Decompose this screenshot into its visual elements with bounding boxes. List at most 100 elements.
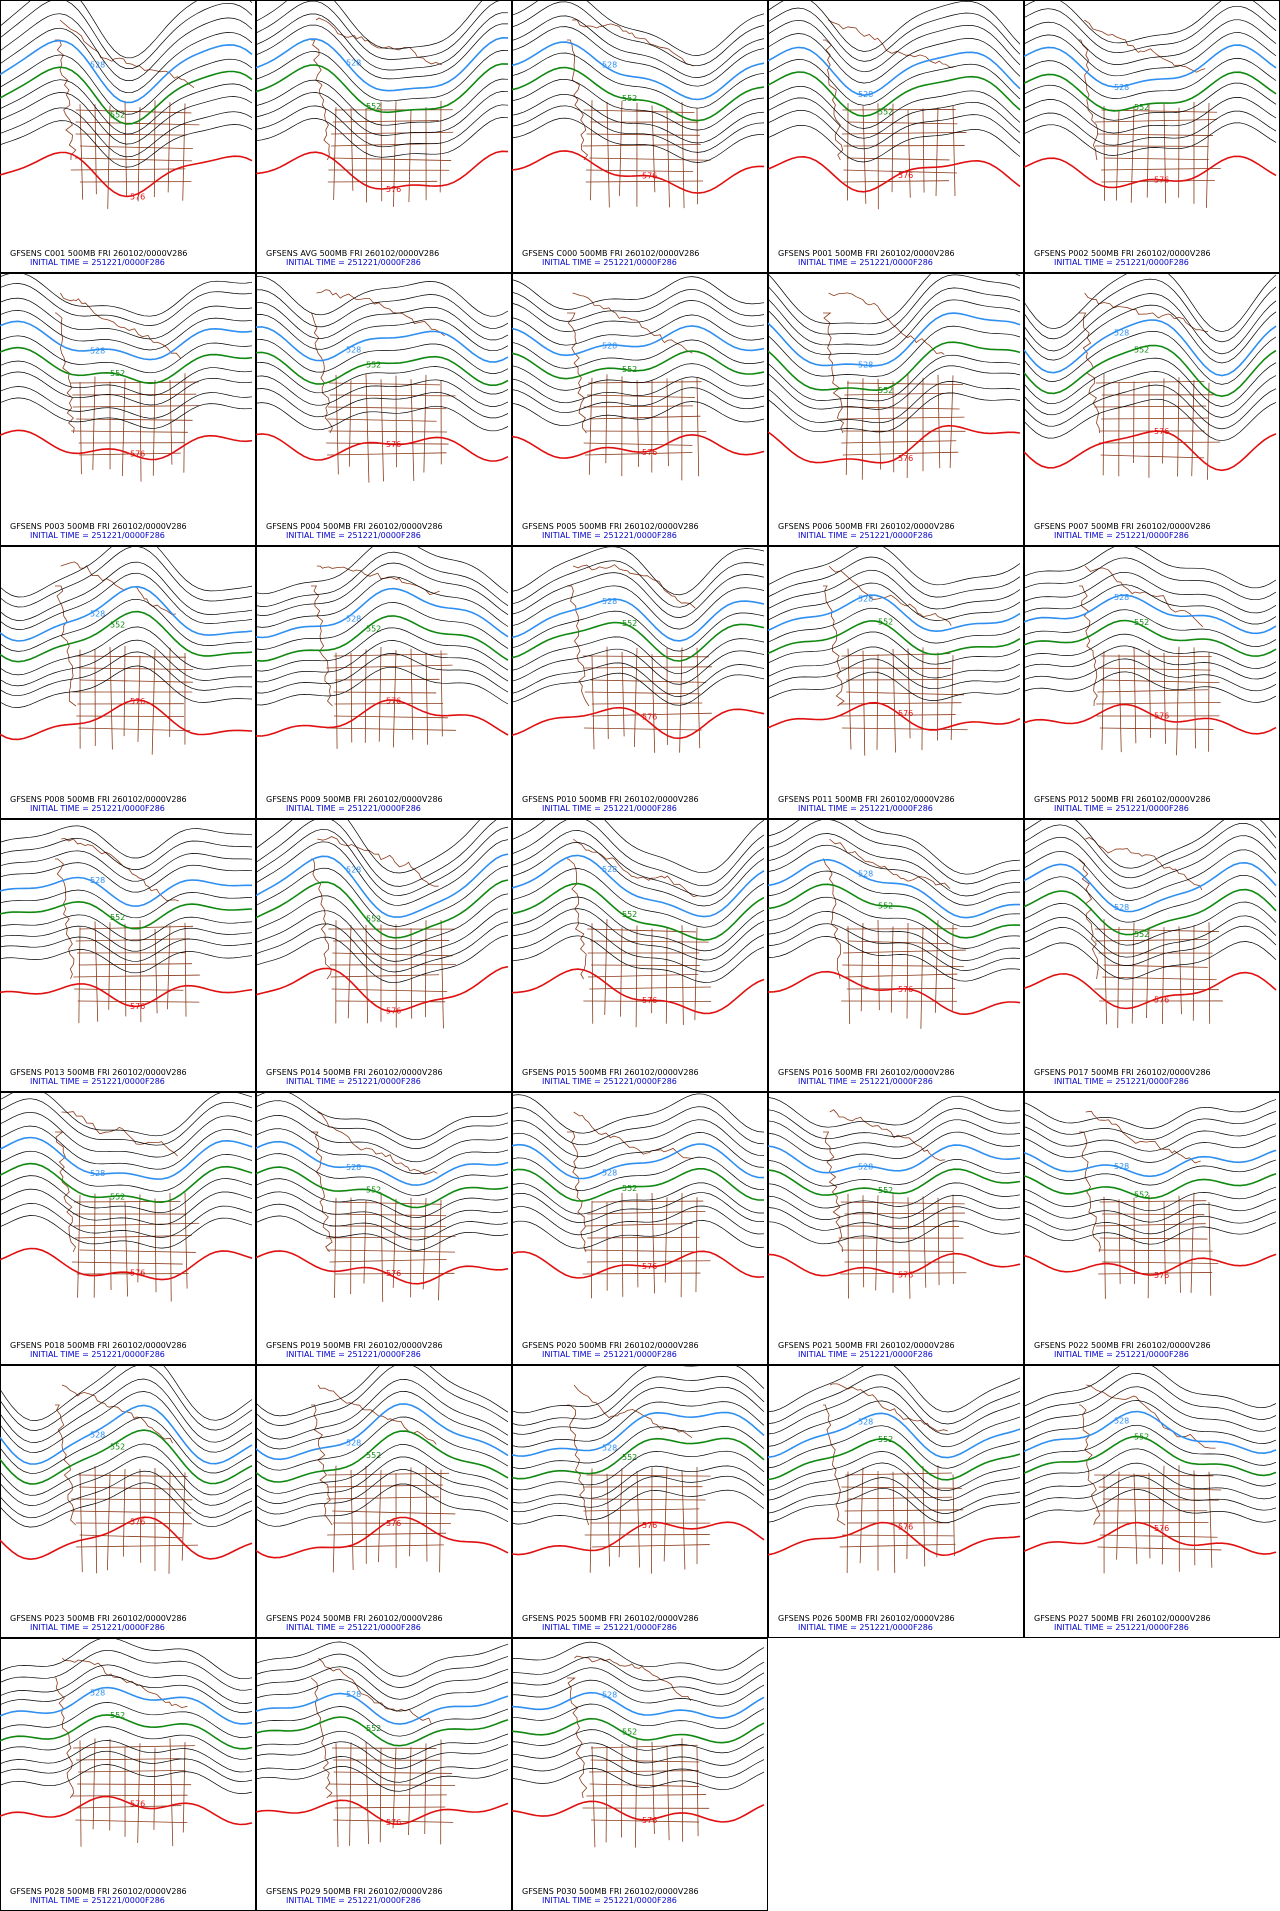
panel-title: GFSENS P019 500MB FRI 260102/0000V286: [266, 1341, 443, 1350]
key-contour-line: [0, 1516, 253, 1561]
map-panel: 528 552 576 GFSENS P011 500MB FRI 260102/00…: [768, 546, 1024, 819]
border-line: [591, 1200, 704, 1203]
contour-line: [768, 1462, 1021, 1501]
contour-line: [256, 104, 509, 148]
contour-line: [256, 339, 509, 374]
border-line: [70, 1510, 192, 1514]
contour-line: [0, 310, 253, 351]
border-line: [920, 926, 924, 1029]
initial-time: INITIAL TIME = 251221/0000F286: [542, 1896, 677, 1905]
contour-line: [768, 85, 1021, 129]
contour-line: [256, 1391, 509, 1450]
contour-line: [512, 896, 765, 952]
contour-line: [512, 662, 765, 697]
panel-border: [512, 819, 768, 1092]
contour-line: [0, 925, 253, 952]
coastline: [567, 858, 587, 980]
border-line: [438, 1199, 442, 1301]
key-contour-line: [768, 1144, 1021, 1174]
border-line: [843, 180, 949, 183]
contour-line: [512, 1365, 765, 1414]
border-line: [1095, 380, 1205, 384]
border-line: [681, 1470, 686, 1570]
contour-line: [1024, 1462, 1277, 1500]
border-line: [844, 1509, 964, 1512]
key-contour-line: [768, 1168, 1021, 1196]
key-contour-line: [768, 701, 1021, 731]
border-line: [1098, 1249, 1213, 1252]
contour-line: [256, 1469, 509, 1515]
contour-line: [1024, 1222, 1277, 1245]
border-line: [841, 727, 968, 731]
contour-line: [1024, 546, 1277, 589]
border-line: [666, 378, 669, 467]
contour-line: [512, 935, 765, 983]
contour-line: [256, 362, 509, 395]
border-line: [1098, 1272, 1213, 1275]
border-line: [843, 145, 965, 147]
initial-time: INITIAL TIME = 251221/0000F286: [30, 1077, 165, 1086]
panel-title: GFSENS P023 500MB FRI 260102/0000V286: [10, 1614, 187, 1623]
map-panel: 528 552 576 GFSENS P012 500MB FRI 260102/00…: [1024, 546, 1280, 819]
contour-line: [1024, 1489, 1277, 1523]
coastline: [55, 1131, 76, 1253]
border-line: [621, 651, 625, 737]
border-line: [1095, 928, 1219, 932]
contour-line: [768, 1159, 1021, 1187]
contour-line: [256, 934, 509, 984]
contour-line: [0, 1098, 253, 1146]
contour-line: [0, 639, 252, 687]
contour-line: [0, 949, 253, 974]
key-contour-line: [768, 424, 1021, 464]
border-line: [839, 1543, 956, 1548]
border-line: [137, 1194, 141, 1283]
border-line: [335, 1743, 339, 1847]
contour-line: [0, 1365, 253, 1421]
contour-line: [512, 922, 765, 973]
contour-line: [512, 1220, 765, 1249]
coastline: [828, 565, 952, 626]
initial-time: INITIAL TIME = 251221/0000F286: [542, 1077, 677, 1086]
border-line: [1098, 1486, 1222, 1491]
contour-label: 576: [130, 1799, 145, 1808]
border-line: [379, 1747, 382, 1843]
contour-line: [768, 1365, 1021, 1413]
border-line: [334, 1806, 446, 1809]
panel-border: [256, 1638, 512, 1911]
contour-label: 576: [386, 440, 401, 449]
contour-line: [768, 546, 1021, 586]
initial-time: INITIAL TIME = 251221/0000F286: [798, 531, 933, 540]
border-line: [1163, 652, 1166, 744]
border-line: [184, 1192, 188, 1289]
contour-label: 576: [642, 996, 657, 1005]
border-line: [590, 100, 593, 201]
border-line: [92, 376, 96, 471]
border-line: [328, 406, 447, 410]
border-line: [326, 1484, 444, 1488]
border-line: [425, 920, 427, 1018]
contour-line: [256, 117, 509, 158]
border-line: [606, 646, 609, 740]
border-line: [696, 647, 701, 749]
border-line: [79, 1249, 196, 1253]
border-line: [73, 974, 200, 978]
key-contour-line: [512, 1800, 765, 1823]
contour-line: [512, 546, 765, 596]
contour-line: [512, 648, 765, 685]
key-contour-line: [256, 615, 509, 662]
border-line: [1208, 1471, 1213, 1568]
coastline: [829, 1383, 948, 1432]
contour-line: [0, 335, 253, 374]
contour-line: [256, 921, 509, 973]
initial-time: INITIAL TIME = 251221/0000F286: [542, 531, 677, 540]
contour-line: [1024, 122, 1277, 156]
border-line: [328, 1783, 456, 1787]
contour-label: 552: [366, 624, 381, 633]
border-line: [1094, 119, 1217, 123]
panel-title: GFSENS P014 500MB FRI 260102/0000V286: [266, 1068, 443, 1077]
contour-line: [256, 640, 509, 683]
key-contour-line: [256, 351, 509, 386]
contour-label: 576: [642, 1521, 657, 1530]
contour-line: [256, 893, 509, 950]
map-outline: [55, 1384, 199, 1574]
